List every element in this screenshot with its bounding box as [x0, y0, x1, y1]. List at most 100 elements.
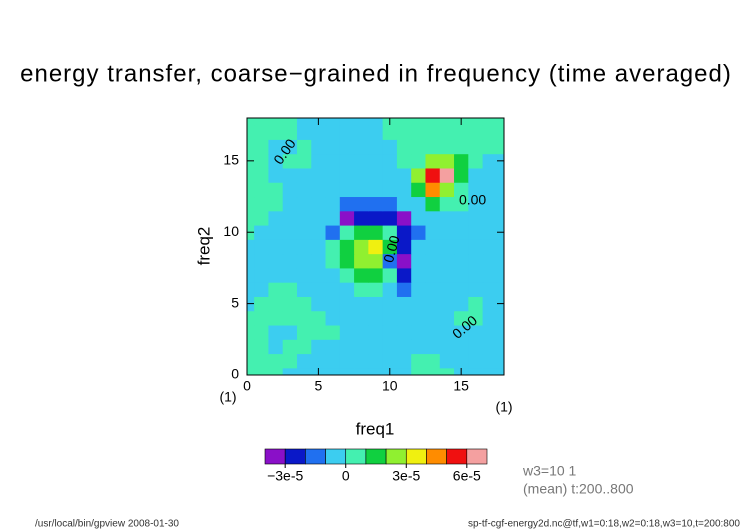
- contour-cell: [496, 167, 504, 183]
- contour-cell: [468, 118, 484, 126]
- contour-cell: [454, 310, 469, 326]
- contour-cell: [325, 367, 341, 375]
- y-unit: (1): [219, 389, 236, 405]
- contour-cell: [396, 153, 412, 169]
- contour-cell: [247, 125, 255, 140]
- contour-cell: [268, 325, 284, 340]
- x-tick-label: 15: [453, 378, 469, 394]
- contour-cell: [296, 210, 312, 226]
- contour-cell: [468, 267, 484, 283]
- contour-cell: [425, 239, 441, 255]
- contour-cell: [368, 225, 384, 240]
- contour-cell: [325, 196, 341, 212]
- contour-cell: [425, 139, 441, 155]
- contour-cell: [454, 339, 469, 355]
- contour-cell: [482, 210, 498, 226]
- colorbar-tick-label: 6e-5: [453, 468, 481, 484]
- contour-cell: [254, 210, 269, 226]
- contour-cell: [468, 296, 484, 312]
- contour-cell: [247, 325, 255, 340]
- contour-cell: [247, 339, 255, 355]
- contour-cell: [425, 353, 441, 369]
- contour-cell: [496, 310, 504, 326]
- contour-cell: [311, 182, 327, 198]
- contour-cell: [411, 118, 426, 126]
- contour-cell: [396, 267, 412, 283]
- contour-cell: [354, 196, 369, 212]
- contour-cell: [382, 253, 398, 269]
- contour-cell: [382, 167, 398, 183]
- contour-cell: [496, 267, 504, 283]
- contour-cell: [454, 296, 469, 312]
- contour-cell: [296, 282, 312, 297]
- contour-cell: [425, 267, 441, 283]
- contour-cell: [482, 296, 498, 312]
- contour-cell: [282, 139, 298, 155]
- contour-cell: [268, 125, 284, 140]
- y-axis-label: freq2: [194, 227, 213, 266]
- contour-cell: [411, 325, 426, 340]
- contour-cell: [325, 325, 341, 340]
- contour-cell: [382, 196, 398, 212]
- contour-cell: [311, 125, 327, 140]
- colorbar-box: [466, 448, 488, 465]
- contour-cell: [396, 196, 412, 212]
- contour-cell: [254, 310, 269, 326]
- contour-cell: [254, 296, 269, 312]
- contour-cell: [254, 367, 269, 375]
- contour-cell: [425, 182, 441, 198]
- contour-cell: [368, 239, 384, 255]
- contour-cell: [296, 182, 312, 198]
- contour-cell: [368, 282, 384, 297]
- contour-cell: [468, 310, 484, 326]
- contour-cell: [468, 367, 484, 375]
- contour-cell: [247, 210, 255, 226]
- contour-cell: [496, 339, 504, 355]
- contour-label: 0.00: [459, 192, 486, 208]
- contour-cell: [368, 153, 384, 169]
- contour-cell: [354, 367, 369, 375]
- contour-cell: [382, 353, 398, 369]
- contour-cell: [282, 367, 298, 375]
- contour-cell: [354, 239, 369, 255]
- contour-cell: [296, 225, 312, 240]
- contour-cell: [282, 325, 298, 340]
- contour-cell: [339, 325, 355, 340]
- contour-cell: [368, 339, 384, 355]
- contour-cell: [439, 153, 455, 169]
- x-axis-label: freq1: [356, 419, 395, 438]
- contour-cell: [247, 167, 255, 183]
- contour-cell: [396, 253, 412, 269]
- contour-cell: [325, 296, 341, 312]
- contour-cell: [411, 239, 426, 255]
- contour-cell: [368, 310, 384, 326]
- contour-cell: [339, 353, 355, 369]
- contour-cell: [482, 153, 498, 169]
- contour-cell: [354, 310, 369, 326]
- contour-cell: [254, 139, 269, 155]
- contour-cell: [268, 196, 284, 212]
- contour-cell: [296, 367, 312, 375]
- contour-cell: [468, 353, 484, 369]
- contour-cell: [468, 253, 484, 269]
- contour-cell: [482, 118, 498, 126]
- contour-cell: [339, 310, 355, 326]
- contour-cell: [425, 282, 441, 297]
- contour-cell: [411, 210, 426, 226]
- contour-cell: [482, 196, 498, 212]
- plot-frame: [246, 117, 505, 376]
- colorbar-box: [284, 448, 306, 465]
- contour-cell: [268, 310, 284, 326]
- contour-cell: [482, 253, 498, 269]
- contour-cell: [311, 196, 327, 212]
- contour-cell: [439, 118, 455, 126]
- contour-cell: [254, 153, 269, 169]
- colorbar-tick-label: 3e-5: [392, 468, 420, 484]
- contour-cell: [496, 325, 504, 340]
- contour-cell: [411, 282, 426, 297]
- contour-cell: [411, 182, 426, 198]
- contour-cell: [282, 196, 298, 212]
- contour-cell: [339, 296, 355, 312]
- contour-cell: [296, 253, 312, 269]
